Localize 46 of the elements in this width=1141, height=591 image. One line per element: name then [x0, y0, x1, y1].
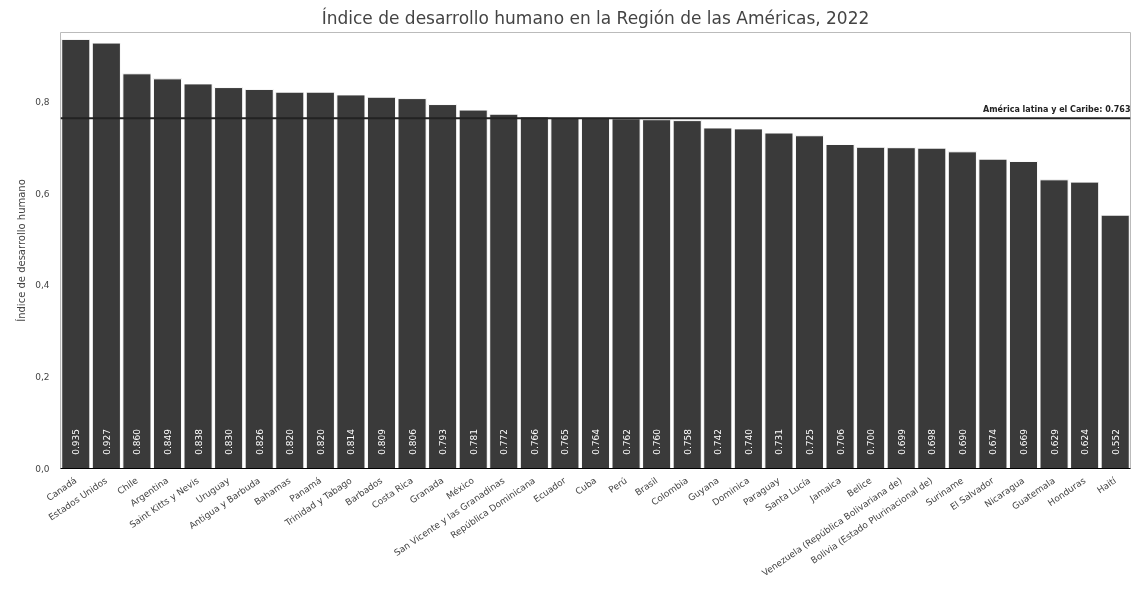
data-label: 0.742	[713, 428, 724, 455]
data-label: 0.758	[682, 428, 693, 455]
data-label: 0.725	[805, 428, 815, 455]
data-label: 0.826	[254, 428, 265, 455]
data-label: 0.772	[499, 428, 510, 455]
data-label: 0.700	[866, 428, 877, 455]
data-label: 0.781	[468, 428, 479, 455]
x-tick-label: Cuba	[573, 475, 599, 497]
data-label: 0.814	[346, 428, 357, 455]
data-label: 0.690	[957, 428, 968, 455]
y-tick-label: 0,2	[35, 372, 50, 383]
data-label: 0.760	[652, 428, 663, 455]
data-label: 0.698	[927, 428, 938, 455]
data-label: 0.731	[774, 428, 785, 455]
data-label: 0.699	[896, 428, 907, 455]
data-label: 0.820	[315, 428, 326, 455]
data-label: 0.624	[1080, 428, 1091, 455]
y-tick-label: 0,0	[35, 464, 50, 474]
data-label: 0.740	[743, 428, 754, 455]
bar	[61, 38, 91, 469]
data-label: 0.820	[285, 428, 296, 455]
data-label: 0.552	[1110, 428, 1121, 455]
y-axis-title: Índice de desarrollo humano	[15, 179, 28, 322]
data-label: 0.806	[407, 428, 418, 455]
data-label: 0.830	[224, 428, 235, 455]
data-label: 0.860	[132, 428, 143, 455]
data-label: 0.669	[1019, 428, 1029, 455]
data-label: 0.809	[377, 428, 387, 455]
y-tick-label: 0,8	[35, 96, 50, 107]
data-label: 0.935	[71, 428, 82, 455]
bar	[1100, 214, 1130, 469]
data-label: 0.838	[193, 428, 204, 455]
ref-line-label: América latina y el Caribe: 0.763	[983, 104, 1131, 115]
data-label: 0.793	[438, 428, 449, 455]
chart-title: Índice de desarrollo humano en la Región de las Américas, 2022	[321, 6, 870, 28]
data-label: 0.706	[835, 428, 846, 455]
data-label: 0.927	[101, 428, 112, 455]
data-label: 0.764	[591, 428, 601, 455]
data-label: 0.674	[988, 428, 999, 455]
data-label: 0.762	[621, 428, 632, 455]
y-tick-label: 0,4	[35, 280, 50, 291]
data-label: 0.849	[163, 428, 173, 455]
y-tick-label: 0,6	[35, 188, 50, 199]
data-label: 0.629	[1049, 428, 1060, 455]
data-label: 0.765	[560, 428, 571, 455]
data-label: 0.766	[529, 428, 540, 455]
